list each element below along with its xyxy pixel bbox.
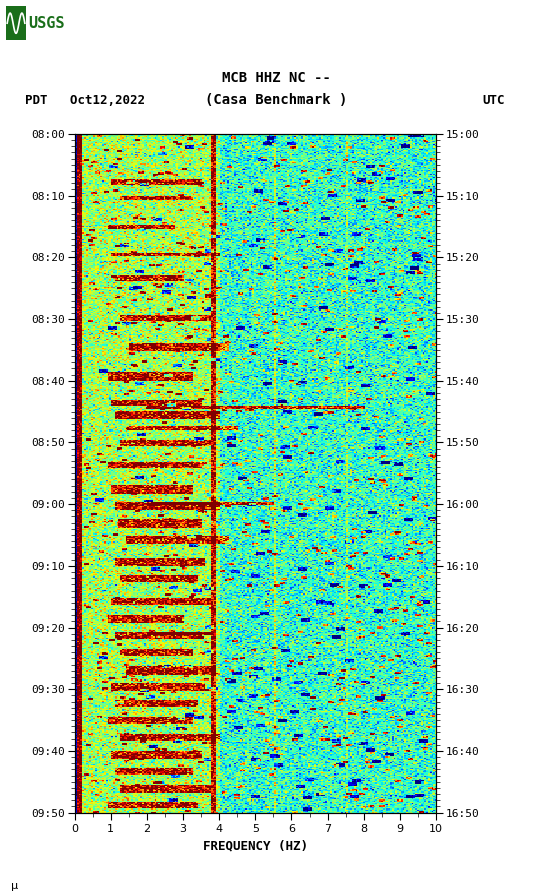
Text: μ: μ [11, 880, 18, 890]
Text: PDT   Oct12,2022: PDT Oct12,2022 [25, 94, 145, 107]
FancyBboxPatch shape [6, 6, 26, 40]
Text: UTC: UTC [482, 94, 505, 107]
X-axis label: FREQUENCY (HZ): FREQUENCY (HZ) [203, 839, 308, 852]
Text: USGS: USGS [28, 16, 65, 30]
Text: MCB HHZ NC --: MCB HHZ NC -- [221, 71, 331, 85]
Text: (Casa Benchmark ): (Casa Benchmark ) [205, 93, 347, 107]
